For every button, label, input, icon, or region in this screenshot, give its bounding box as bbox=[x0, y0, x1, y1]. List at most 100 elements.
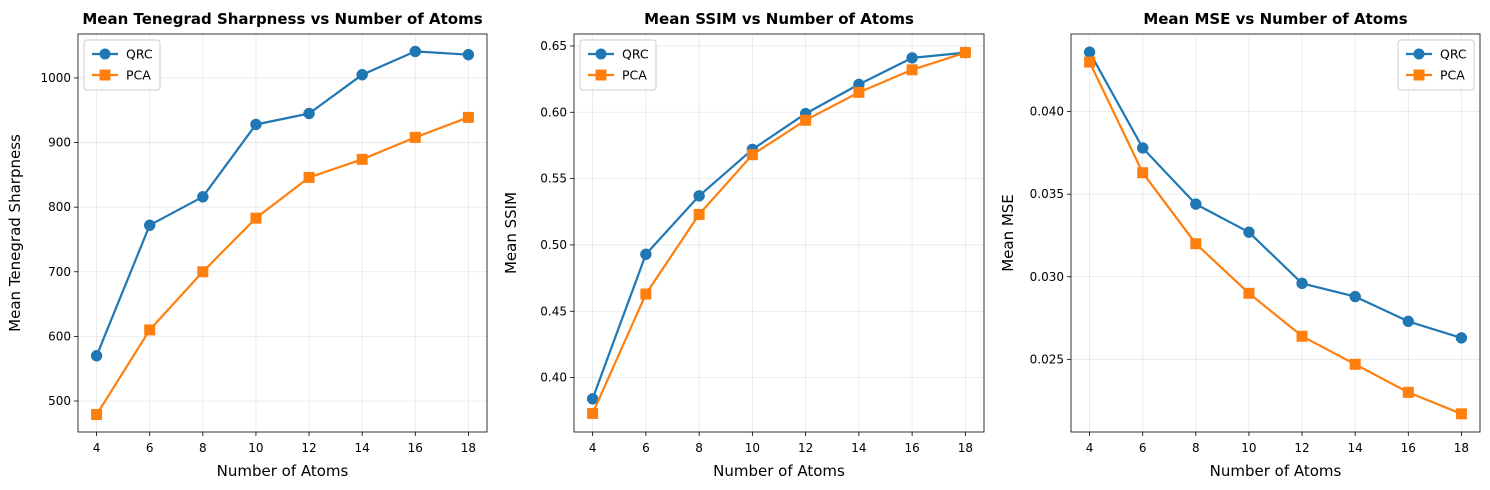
data-point-pca bbox=[144, 324, 156, 336]
data-point-qrc bbox=[1296, 277, 1308, 290]
data-point-qrc bbox=[143, 219, 156, 231]
data-point-qrc bbox=[303, 107, 315, 120]
x-tick-label: 10 bbox=[1241, 441, 1256, 455]
axes-frame bbox=[1070, 33, 1481, 433]
axes-frame bbox=[573, 33, 985, 433]
chart-title: Mean SSIM vs Number of Atoms bbox=[644, 10, 914, 28]
x-tick-label: 8 bbox=[695, 441, 703, 455]
legend: QRC PCA bbox=[1397, 39, 1475, 91]
legend-label-pca: PCA bbox=[126, 68, 151, 83]
data-point-pca bbox=[1190, 238, 1202, 250]
x-axis-label: Number of Atoms bbox=[1210, 462, 1342, 480]
legend-label-pca: PCA bbox=[1440, 68, 1465, 83]
y-tick-label: 500 bbox=[48, 394, 71, 408]
chart-panel-1: 4 6 8 10 12 14 16 18 500 600 700 800 900 1000 Mean Ten… bbox=[6, 10, 488, 480]
legend-marker-qrc bbox=[595, 48, 607, 60]
series-line-pca bbox=[95, 116, 469, 416]
data-point-pca bbox=[587, 407, 599, 419]
y-tick-label: 0.035 bbox=[1030, 187, 1064, 201]
x-tick-label: 10 bbox=[745, 441, 760, 455]
x-tick-label: 12 bbox=[301, 441, 316, 455]
x-tick-label: 6 bbox=[642, 441, 650, 455]
data-point-pca bbox=[250, 212, 262, 224]
x-tick-label: 14 bbox=[851, 441, 866, 455]
data-point-qrc bbox=[356, 68, 368, 81]
data-point-pca bbox=[906, 64, 918, 76]
series-line-qrc bbox=[1088, 51, 1462, 339]
data-point-qrc bbox=[1083, 46, 1096, 58]
x-tick-label: 8 bbox=[199, 441, 207, 455]
series-line-pca bbox=[1088, 61, 1462, 415]
legend: QRC PCA bbox=[83, 39, 161, 91]
chart-panel-3: 4 6 8 10 12 14 16 18 0.025 0.030 0.035 0.040 Mean MS… bbox=[999, 10, 1481, 480]
x-tick-label: 18 bbox=[461, 441, 476, 455]
data-point-pca bbox=[409, 131, 421, 143]
data-point-pca bbox=[640, 288, 652, 300]
series-line-qrc bbox=[591, 51, 966, 400]
x-tick-label: 18 bbox=[1454, 441, 1469, 455]
chart-title: Mean Tenegrad Sharpness vs Number of Ato… bbox=[82, 10, 482, 28]
data-point-qrc bbox=[250, 118, 262, 131]
data-point-qrc bbox=[693, 190, 705, 202]
x-tick-label: 10 bbox=[248, 441, 263, 455]
legend-label-qrc: QRC bbox=[1440, 47, 1467, 62]
data-point-qrc bbox=[1402, 315, 1415, 328]
x-tick-label: 6 bbox=[146, 441, 154, 455]
x-tick-label: 12 bbox=[798, 441, 813, 455]
x-tick-label: 16 bbox=[1401, 441, 1416, 455]
y-tick-label: 0.40 bbox=[540, 371, 567, 385]
data-point-pca bbox=[800, 114, 812, 126]
x-tick-label: 18 bbox=[958, 441, 973, 455]
data-point-qrc bbox=[197, 191, 209, 203]
y-axis-label: Mean Tenegrad Sharpness bbox=[6, 134, 24, 332]
data-point-pca bbox=[91, 409, 103, 421]
y-tick-label: 0.50 bbox=[540, 238, 567, 252]
x-axis-label: Number of Atoms bbox=[713, 462, 845, 480]
y-tick-label: 900 bbox=[48, 136, 71, 150]
legend-marker-qrc bbox=[1413, 48, 1425, 60]
data-point-qrc bbox=[409, 45, 422, 58]
y-tick-label: 0.55 bbox=[540, 172, 567, 186]
data-point-pca bbox=[1296, 330, 1308, 342]
y-tick-label: 700 bbox=[48, 265, 71, 279]
data-point-qrc bbox=[1243, 226, 1255, 238]
x-tick-label: 12 bbox=[1294, 441, 1309, 455]
data-point-pca bbox=[303, 171, 315, 183]
chart-title: Mean MSE vs Number of Atoms bbox=[1143, 10, 1407, 28]
legend-label-qrc: QRC bbox=[126, 47, 153, 62]
x-tick-label: 8 bbox=[1192, 441, 1200, 455]
data-point-pca bbox=[197, 266, 209, 278]
data-point-qrc bbox=[462, 48, 475, 61]
y-tick-label: 800 bbox=[48, 200, 71, 214]
y-tick-label: 0.65 bbox=[540, 39, 567, 53]
data-point-pca bbox=[1349, 358, 1361, 370]
legend-label-pca: PCA bbox=[622, 68, 647, 83]
data-point-pca bbox=[1402, 386, 1414, 398]
x-tick-label: 4 bbox=[93, 441, 101, 455]
legend-marker-pca bbox=[595, 69, 607, 81]
data-point-qrc bbox=[1455, 332, 1468, 344]
series-line-pca bbox=[591, 51, 966, 414]
y-tick-label: 1000 bbox=[40, 71, 71, 85]
legend-label-qrc: QRC bbox=[622, 47, 649, 62]
y-tick-label: 0.025 bbox=[1030, 352, 1064, 366]
data-point-qrc bbox=[1190, 198, 1202, 210]
data-point-pca bbox=[853, 86, 865, 98]
y-tick-label: 0.040 bbox=[1030, 105, 1064, 119]
legend-marker-pca bbox=[99, 69, 111, 81]
x-tick-label: 4 bbox=[1086, 441, 1094, 455]
axes-frame bbox=[77, 33, 488, 433]
data-point-pca bbox=[462, 111, 474, 123]
data-point-pca bbox=[693, 208, 705, 220]
y-tick-label: 0.030 bbox=[1030, 270, 1064, 284]
y-tick-label: 0.45 bbox=[540, 304, 567, 318]
data-point-pca bbox=[746, 149, 758, 161]
x-tick-label: 14 bbox=[355, 441, 370, 455]
data-point-qrc bbox=[906, 52, 918, 64]
x-tick-label: 16 bbox=[408, 441, 423, 455]
x-tick-label: 6 bbox=[1139, 441, 1147, 455]
y-tick-label: 600 bbox=[48, 329, 71, 343]
x-tick-label: 4 bbox=[589, 441, 597, 455]
data-point-pca bbox=[1084, 56, 1096, 68]
